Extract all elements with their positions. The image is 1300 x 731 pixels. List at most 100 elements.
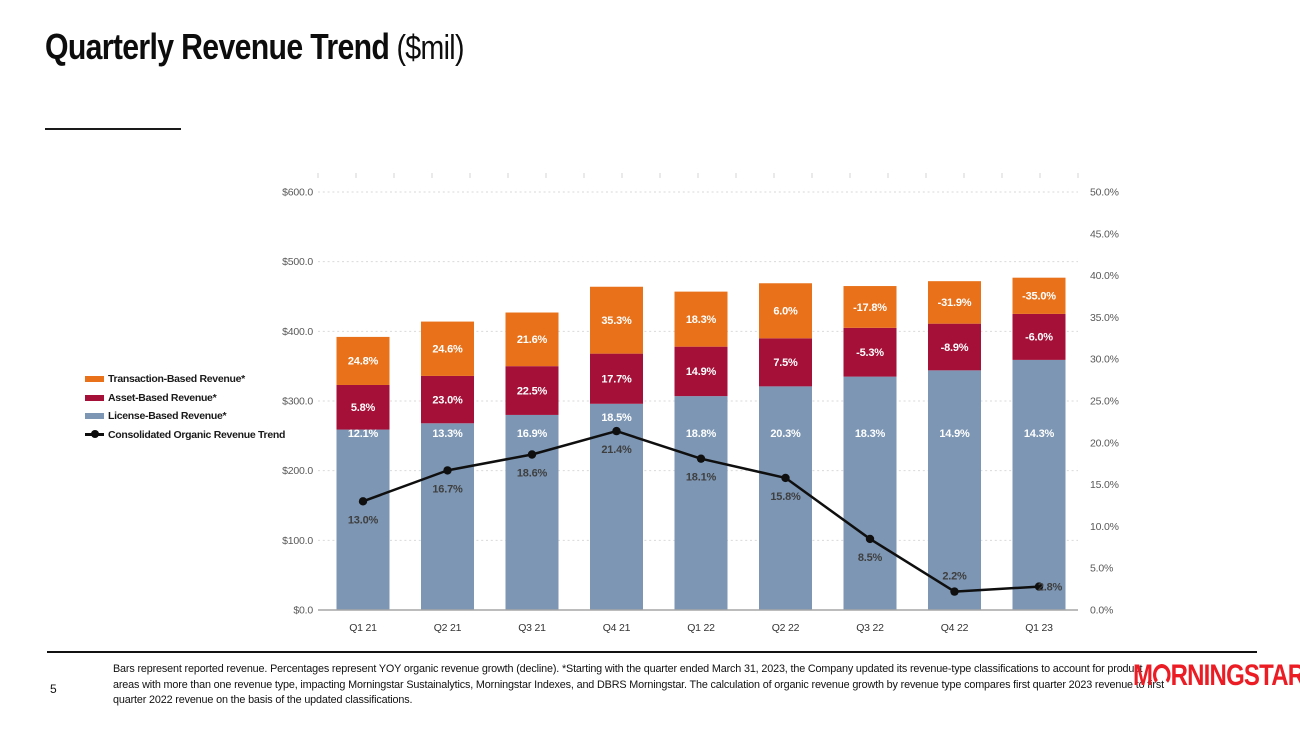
morningstar-o-icon [1152,664,1171,686]
bar-segment-label: -6.0% [1025,332,1053,344]
bar-segment-label: 35.3% [601,315,632,327]
page-number: 5 [50,682,57,696]
trend-label: 16.7% [432,483,463,495]
trend-label: 2.2% [942,571,967,583]
bar-segment [843,286,897,328]
bar-segment [843,376,897,610]
left-axis-tick: $600.0 [282,187,313,199]
bar-segment-label: -5.3% [856,347,884,359]
right-axis-tick: 0.0% [1090,605,1113,617]
bar-segment-label: -8.9% [941,342,969,354]
bar-segment [843,327,897,377]
bar-segment-label: 23.0% [432,394,463,406]
legend-label: Asset-Based Revenue* [108,391,217,404]
right-axis-tick: 50.0% [1090,187,1119,199]
bar-segment-label: 18.5% [601,412,632,424]
bar-segment-label: 24.8% [348,356,379,368]
bar-segment [759,283,812,339]
x-axis-label: Q1 21 [349,622,377,634]
trend-label: 8.5% [858,552,883,564]
x-axis-label: Q4 21 [603,622,631,634]
legend-label: Transaction-Based Revenue* [108,373,245,385]
trend-label: 15.8% [770,491,801,503]
bar-segment [421,423,474,610]
right-axis-tick: 5.0% [1090,563,1113,575]
bar-segment-label: 18.3% [855,428,886,440]
x-axis-label: Q2 22 [772,622,800,634]
x-axis-label: Q3 21 [518,622,546,634]
trend-label: 2.8% [1038,582,1063,594]
right-axis-tick: 25.0% [1090,396,1119,408]
bar-segment-label: -31.9% [938,297,972,309]
trend-point [1034,582,1044,591]
legend-label: Consolidated Organic Revenue Trend [108,428,286,441]
trend-line-marker-icon [85,430,104,439]
trend-point [781,473,790,483]
legend-item-license: License-Based Revenue* [85,407,285,425]
bar-segment-label: -35.0% [1022,291,1056,303]
bar-segment-label: 14.9% [686,366,717,378]
bar-segment-label: -17.8% [853,302,887,314]
bar-segment-label: 21.6% [517,334,548,346]
bar-segment-label: 24.6% [432,344,463,356]
title-underline [45,128,181,130]
bar-segment-label: 12.1% [348,428,379,440]
right-axis-tick: 15.0% [1090,479,1119,491]
left-axis-tick: $400.0 [282,326,313,338]
bar-segment-label: 14.9% [939,428,970,440]
bar-segment-label: 14.3% [1024,428,1055,440]
legend-label: License-Based Revenue* [108,410,227,422]
x-axis-label: Q1 23 [1025,622,1053,634]
bar-segment [759,386,812,610]
license-swatch-icon [85,413,104,419]
bar-segment [505,414,559,610]
bar-segment [1012,359,1066,610]
x-axis-label: Q1 22 [687,622,715,634]
bar-segment [928,323,981,371]
chart-legend: Transaction-Based Revenue* Asset-Based R… [85,370,285,444]
trend-label: 13.0% [348,514,379,526]
bar-segment [590,286,643,354]
bar-segment [674,396,728,610]
bar-segment-label: 16.9% [517,428,548,440]
bar-segment-label: 20.3% [770,428,801,440]
bar-segment [674,346,728,397]
right-axis-tick: 30.0% [1090,354,1119,366]
bar-segment [674,291,728,347]
revenue-trend-chart: $0.0 $100.0 $200.0 $300.0 $400.0 $500.0 $600.0… [282,173,1119,634]
left-axis-tick: $500.0 [282,256,313,268]
trend-point [865,534,875,544]
trend-point [358,497,368,506]
bar-segment-label: 6.0% [773,306,798,318]
x-axis-label: Q3 22 [856,622,884,634]
bar-segment-label: 22.5% [517,385,548,397]
right-axis-tick: 45.0% [1090,228,1119,240]
bar-segment-label: 7.5% [773,357,798,369]
footnote-line: Bars represent reported revenue. Percent… [113,663,1143,675]
trend-label: 18.1% [686,472,717,484]
bar-segment [1012,277,1066,314]
right-axis-tick: 20.0% [1090,437,1119,449]
right-axis-tick: 35.0% [1090,312,1119,324]
trend-label: 18.6% [517,468,548,480]
legend-item-asset: Asset-Based Revenue* [85,389,285,407]
bar-segment [928,281,981,324]
right-axis-tick: 10.0% [1090,521,1119,533]
footnote: Bars represent reported revenue. Percent… [113,662,1173,709]
title-unit: ($mil) [389,29,464,67]
bar-segment [1012,313,1066,360]
title-main: Quarterly Revenue Trend [45,26,390,67]
bar-segment-label: 18.3% [686,314,717,326]
bar-segment-label: 18.8% [686,428,717,440]
trend-point [443,466,452,475]
left-axis-tick: $300.0 [282,396,313,408]
page-title: Quarterly Revenue Trend ($mil) [45,26,465,68]
legend-item-transaction: Transaction-Based Revenue* [85,370,285,388]
bar-segment [505,366,559,415]
bar-segment [928,370,981,610]
transaction-swatch-icon [85,376,104,382]
bar-segment-label: 5.8% [351,402,376,414]
left-axis-tick: $100.0 [282,535,313,547]
